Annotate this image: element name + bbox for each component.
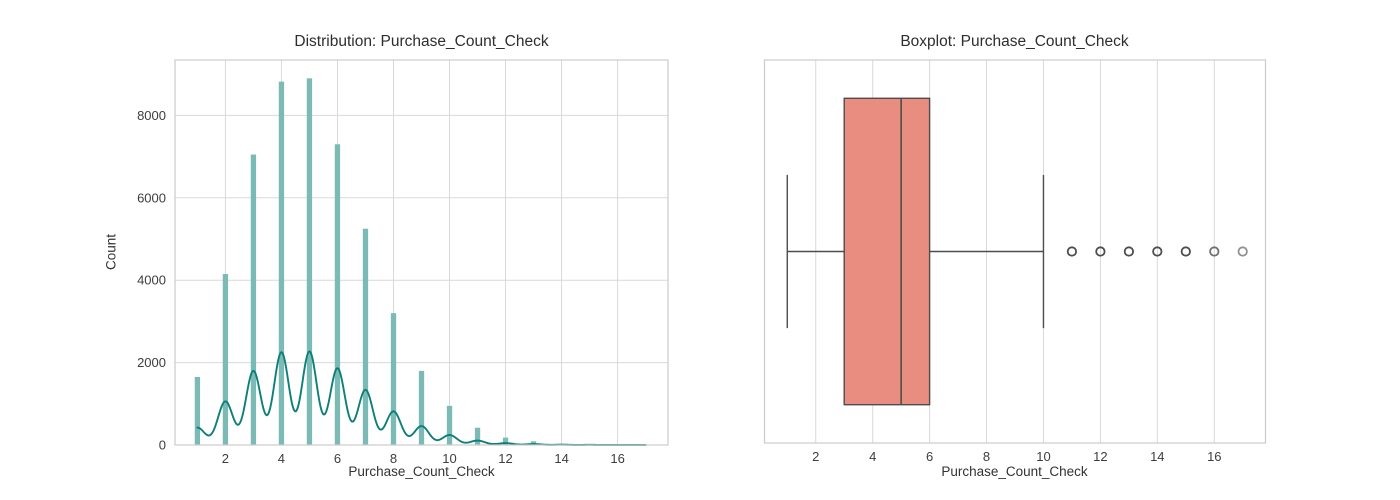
boxplot [786,97,1248,406]
x-tick-label: 8 [390,451,397,466]
left-x-tick-labels: 2 4 6 8 10 12 14 16 [222,451,625,466]
histogram-bar [362,228,369,445]
x-tick-label: 4 [869,449,876,464]
histogram-bar [390,313,397,445]
y-tick-label: 6000 [137,190,166,205]
y-tick-label: 8000 [137,108,166,123]
x-tick-label: 12 [1093,449,1107,464]
x-tick-label: 14 [1150,449,1164,464]
right-chart-title: Boxplot: Purchase_Count_Check [900,33,1129,50]
x-tick-label: 16 [1207,449,1221,464]
boxplot-box [843,97,931,406]
y-tick-label: 4000 [137,273,166,288]
left-chart-xlabel: Purchase_Count_Check [348,464,495,479]
histogram-bar [194,377,201,445]
histogram-bar [306,78,313,445]
left-chart-title: Distribution: Purchase_Count_Check [294,33,549,50]
histogram-bar [446,405,453,445]
histogram-bar [334,144,341,445]
right-x-tick-labels: 2 4 6 8 10 12 14 16 [812,449,1221,464]
left-gridlines [175,60,668,446]
boxplot-outlier [1066,246,1078,257]
boxplot-outlier [1237,246,1248,257]
x-tick-label: 4 [278,451,285,466]
histogram-bars [194,78,621,446]
y-tick-label: 0 [159,438,166,453]
right-chart-xlabel: Purchase_Count_Check [941,464,1088,479]
histogram-bar [250,154,257,446]
boxplot-outlier [1209,246,1220,257]
x-tick-label: 14 [554,451,568,466]
x-tick-label: 10 [442,451,456,466]
x-tick-label: 16 [610,451,624,466]
x-tick-label: 12 [498,451,512,466]
boxplot-outlier [1180,246,1191,257]
x-tick-label: 2 [812,449,819,464]
histogram-bar [222,274,229,445]
histogram-bar [474,427,481,445]
x-tick-label: 10 [1036,449,1050,464]
y-tick-label: 2000 [137,355,166,370]
boxplot-outlier [1095,246,1106,257]
right-axes-border [763,59,1267,444]
boxplot-outlier [1123,246,1135,257]
left-axes-border [174,59,669,446]
x-tick-label: 8 [983,449,990,464]
x-tick-label: 6 [926,449,933,464]
histogram-bar [278,81,285,445]
histogram-bar [418,370,425,445]
boxplot-outlier [1152,246,1163,257]
x-tick-label: 2 [222,451,229,466]
left-y-tick-labels: 0 2000 4000 6000 8000 [137,108,166,453]
histogram-bar [502,437,509,445]
x-tick-label: 6 [334,451,341,466]
